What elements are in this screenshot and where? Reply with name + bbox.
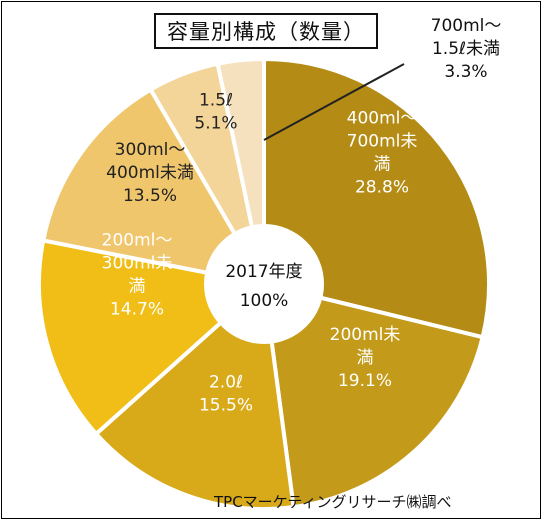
slice-label-0: 400ml～ 700ml未満 28.8% (347, 109, 418, 198)
slice-label-0-line-3: 28.8% (355, 178, 409, 198)
slice-label-0-line-1: 700ml未 (347, 132, 418, 152)
slice-label-4-line-2: 13.5% (123, 186, 177, 206)
pie-slice-4 (40, 86, 268, 287)
slice-label-4-line-1: 400ml未満 (106, 163, 194, 183)
slice-label-2-line-1: 15.5% (199, 396, 253, 416)
slice-label-1: 200ml未満 19.1% (330, 325, 401, 391)
slice-label-2: 2.0ℓ 15.5% (199, 373, 253, 416)
slice-label-1-line-2: 19.1% (338, 371, 392, 391)
center-label-total: 100% (240, 291, 289, 311)
slice-label-5-line-0: 1.5ℓ (199, 91, 233, 111)
slice-label-4: 300ml～ 400ml未満 13.5% (106, 140, 194, 206)
slice-label-4-line-0: 300ml～ (115, 140, 186, 160)
slice-label-5: 1.5ℓ 5.1% (194, 91, 237, 134)
center-label-year: 2017年度 (225, 262, 302, 282)
slice-label-3-line-2: 満 (129, 277, 146, 297)
donut-hole (204, 224, 324, 344)
slice-label-1-line-0: 200ml未 (330, 325, 401, 345)
slice-label-0-line-2: 満 (374, 155, 391, 175)
slice-label-6: 700ml～ 1.5ℓ未満 3.3% (431, 16, 502, 82)
leader-line-700ml-1.5l (263, 63, 405, 141)
slice-label-3-line-3: 14.7% (110, 300, 164, 320)
slice-label-0-line-0: 400ml～ (347, 109, 418, 129)
slice-label-6-line-2: 3.3% (444, 62, 487, 82)
pie-slice-1 (261, 281, 486, 510)
slice-label-6-line-1: 1.5ℓ未満 (432, 39, 500, 59)
chart-title: 容量別構成（数量） (154, 13, 378, 49)
slice-label-3: 200ml～ 300ml未満 14.7% (102, 231, 173, 320)
slice-label-1-line-1: 満 (357, 348, 374, 368)
source-note: TPCマーケティングリサーチ㈱調べ (214, 493, 452, 511)
slice-label-2-line-0: 2.0ℓ (209, 373, 243, 393)
slice-label-3-line-0: 200ml～ (102, 231, 173, 251)
slice-label-5-line-1: 5.1% (194, 114, 237, 134)
slice-label-3-line-1: 300ml未 (102, 254, 173, 274)
slice-label-6-line-0: 700ml～ (431, 16, 502, 36)
